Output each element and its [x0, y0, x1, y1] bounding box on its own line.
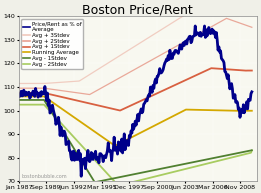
Title: Boston Price/Rent: Boston Price/Rent [82, 3, 193, 16]
Text: bostonbubble.com: bostonbubble.com [21, 174, 67, 179]
Legend: Price/Rent as % of
Average, Avg + 3Stdev, Avg + 2Stdev, Avg + 1Stdev, Running Av: Price/Rent as % of Average, Avg + 3Stdev… [21, 19, 84, 69]
